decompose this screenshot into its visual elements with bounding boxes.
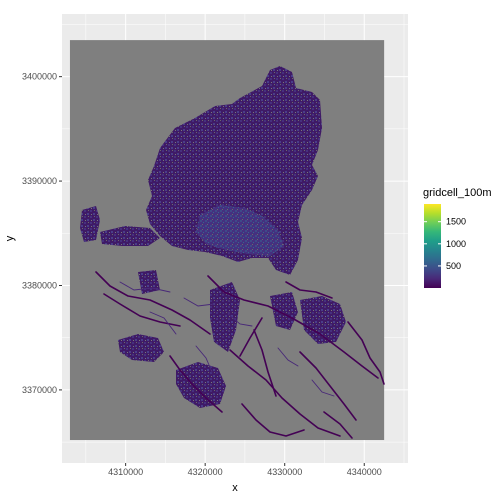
y-axis-tick-labels: 3370000 3380000 3390000 3400000 xyxy=(22,72,57,395)
raster-region-south-center xyxy=(210,282,240,352)
legend-labels: 500 1000 1500 xyxy=(446,217,466,271)
raster-region-west xyxy=(80,206,100,242)
x-tick-label: 4340000 xyxy=(347,467,382,477)
x-axis-ticks xyxy=(125,463,365,466)
raster-region-small-patch xyxy=(138,270,160,294)
raster-thin-features xyxy=(119,281,335,397)
legend-ticks xyxy=(424,221,441,267)
legend-label: 1000 xyxy=(446,239,466,249)
raster-region-core xyxy=(196,205,284,256)
legend: gridcell_100m 500 1000 1500 xyxy=(423,187,491,288)
raster-region-south-south xyxy=(176,362,226,408)
raster-region-southeast xyxy=(300,296,346,344)
x-axis-title: x xyxy=(232,482,238,494)
y-tick-label: 3400000 xyxy=(22,72,57,82)
raster-region-west-link xyxy=(100,226,160,246)
x-tick-label: 4310000 xyxy=(108,467,143,477)
y-tick-label: 3390000 xyxy=(22,176,57,186)
legend-label: 500 xyxy=(446,261,461,271)
raster-cells xyxy=(80,66,346,408)
raster-linear-features xyxy=(95,271,385,439)
raster-region-southeast-2 xyxy=(270,292,298,330)
raster-region-north xyxy=(146,66,322,275)
legend-colorbar xyxy=(424,204,441,288)
y-tick-label: 3380000 xyxy=(22,280,57,290)
x-axis-tick-labels: 4310000 4320000 4330000 4340000 xyxy=(108,467,382,477)
raster-region-southwest xyxy=(118,334,164,362)
y-tick-label: 3370000 xyxy=(22,385,57,395)
y-axis-title: y xyxy=(4,235,16,241)
legend-label: 1500 xyxy=(446,217,466,227)
legend-title: gridcell_100m xyxy=(423,187,491,199)
x-tick-label: 4330000 xyxy=(267,467,302,477)
x-tick-label: 4320000 xyxy=(188,467,223,477)
y-axis-ticks xyxy=(59,76,62,391)
